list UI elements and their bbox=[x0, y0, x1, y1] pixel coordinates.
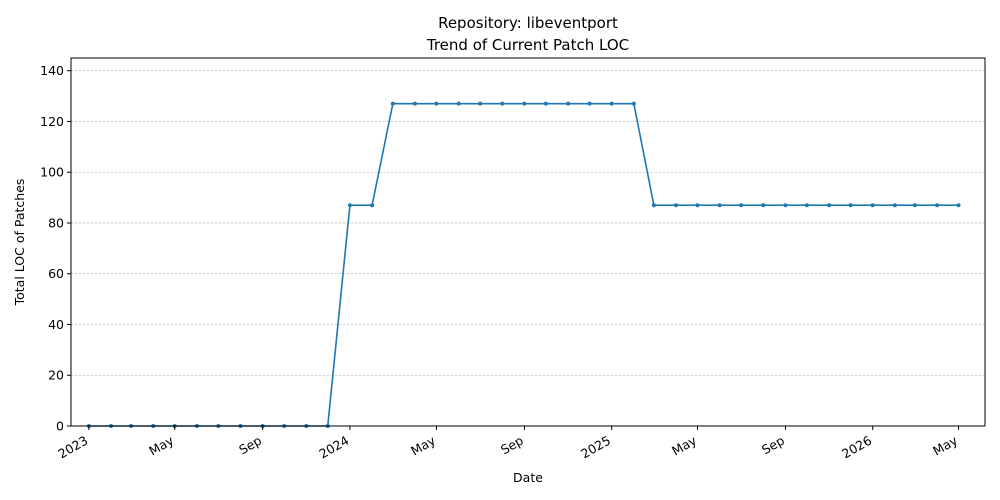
y-axis-ticks: 0 20 40 60 80 100 120 140 bbox=[40, 63, 71, 434]
data-point bbox=[609, 101, 614, 106]
chart-title: Repository: libeventport bbox=[438, 14, 618, 32]
x-tick-label: 2024 bbox=[316, 433, 351, 462]
data-point bbox=[783, 203, 788, 208]
data-point bbox=[522, 101, 527, 106]
data-point bbox=[500, 101, 505, 106]
data-point bbox=[587, 101, 592, 106]
data-point bbox=[956, 203, 961, 208]
plot-area-frame bbox=[70, 57, 986, 427]
data-point bbox=[912, 203, 917, 208]
data-point bbox=[434, 101, 439, 106]
y-axis-label: Total LOC of Patches bbox=[12, 179, 27, 307]
x-axis-label: Date bbox=[513, 470, 543, 485]
data-point bbox=[347, 203, 352, 208]
data-point bbox=[456, 101, 461, 106]
y-tick-label: 60 bbox=[48, 266, 64, 281]
x-tick-label: 2023 bbox=[55, 433, 90, 462]
series-layer bbox=[86, 101, 961, 428]
data-point bbox=[566, 101, 571, 106]
x-tick-label: May bbox=[146, 432, 176, 458]
data-point bbox=[543, 101, 548, 106]
data-point bbox=[827, 203, 832, 208]
data-point bbox=[478, 101, 483, 106]
y-tick-label: 100 bbox=[40, 165, 64, 180]
x-tick-label: 2025 bbox=[578, 433, 613, 462]
data-point bbox=[761, 203, 766, 208]
x-tick-label: Sep bbox=[498, 433, 526, 458]
data-point bbox=[674, 203, 679, 208]
x-tick-label: May bbox=[408, 432, 438, 458]
data-point bbox=[717, 203, 722, 208]
x-tick-label: May bbox=[669, 432, 699, 458]
x-tick-label: May bbox=[930, 432, 960, 458]
data-point bbox=[413, 101, 417, 106]
x-tick-label: Sep bbox=[236, 433, 264, 458]
y-tick-label: 80 bbox=[48, 215, 64, 230]
y-tick-label: 0 bbox=[56, 419, 64, 434]
x-tick-label: Sep bbox=[759, 433, 787, 458]
x-axis-ticks: 2023 May Sep 2024 May Sep 2025 May Sep 2026 May bbox=[55, 426, 961, 462]
data-point bbox=[651, 203, 656, 208]
y-tick-label: 120 bbox=[40, 114, 64, 129]
data-point bbox=[739, 203, 744, 208]
y-tick-label: 140 bbox=[40, 63, 64, 78]
chart-subtitle: Trend of Current Patch LOC bbox=[426, 36, 629, 54]
data-point bbox=[695, 203, 700, 208]
y-tick-label: 40 bbox=[48, 317, 64, 332]
data-point bbox=[848, 203, 853, 208]
data-point bbox=[935, 203, 940, 208]
data-point bbox=[390, 101, 395, 106]
data-point bbox=[370, 203, 375, 208]
data-point bbox=[870, 203, 875, 208]
data-point bbox=[631, 101, 636, 106]
x-tick-label: 2026 bbox=[839, 433, 874, 462]
data-point bbox=[892, 203, 897, 208]
data-point bbox=[804, 203, 809, 208]
y-tick-label: 20 bbox=[48, 368, 64, 383]
y-gridlines bbox=[71, 70, 985, 427]
series-line bbox=[88, 102, 959, 427]
